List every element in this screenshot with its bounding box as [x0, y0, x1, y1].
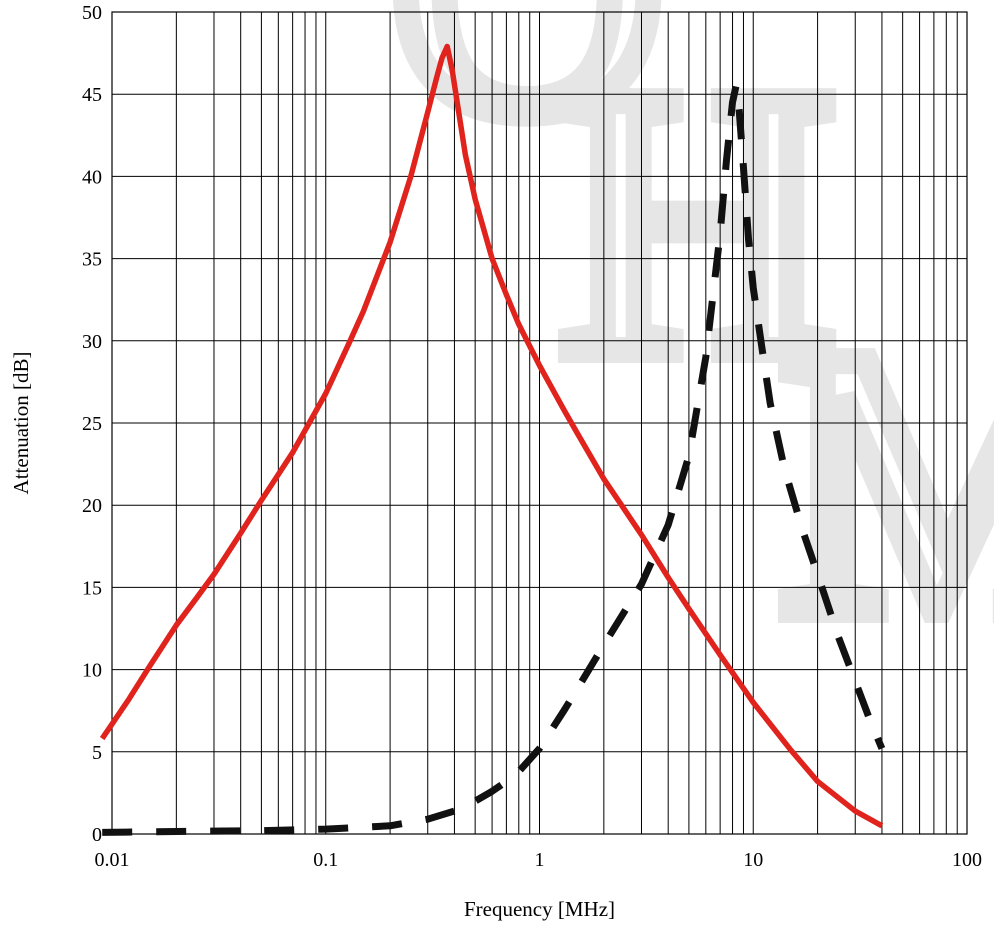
y-tick-label: 5 — [92, 742, 102, 764]
y-tick-label: 15 — [82, 577, 102, 599]
svg-text:O: O — [390, 0, 664, 193]
series-layer — [99, 43, 886, 836]
x-tick-label: 0.1 — [313, 849, 338, 871]
svg-text:M: M — [780, 272, 994, 693]
y-tick-label: 40 — [82, 166, 102, 188]
y-axis-title: Attenuation [dB] — [9, 352, 33, 495]
svg-text:H: H — [560, 12, 834, 433]
x-axis-title: Frequency [MHz] — [464, 897, 615, 921]
y-tick-label: 50 — [82, 2, 102, 24]
grid — [111, 11, 968, 835]
x-tick-label: 10 — [743, 849, 763, 871]
watermark: O H M — [377, 0, 994, 706]
y-tick-label: 35 — [82, 249, 102, 271]
y-tick-label: 0 — [92, 824, 102, 846]
x-tick-label: 1 — [535, 849, 545, 871]
series-dashed-black-line — [102, 82, 886, 836]
y-tick-label: 45 — [82, 84, 102, 106]
y-tick-label: 20 — [82, 495, 102, 517]
x-tick-label: 0.01 — [95, 849, 130, 871]
y-tick-label: 10 — [82, 660, 102, 682]
y-tick-label: 25 — [82, 413, 102, 435]
series-solid-red-line — [99, 43, 884, 829]
x-tick-label: 100 — [952, 849, 982, 871]
plot-frame — [111, 11, 968, 835]
tick-labels: 0 5 10 15 20 25 30 35 40 45 50 0.01 0.1 1 10 100 — [82, 2, 982, 871]
y-tick-label: 30 — [82, 331, 102, 353]
